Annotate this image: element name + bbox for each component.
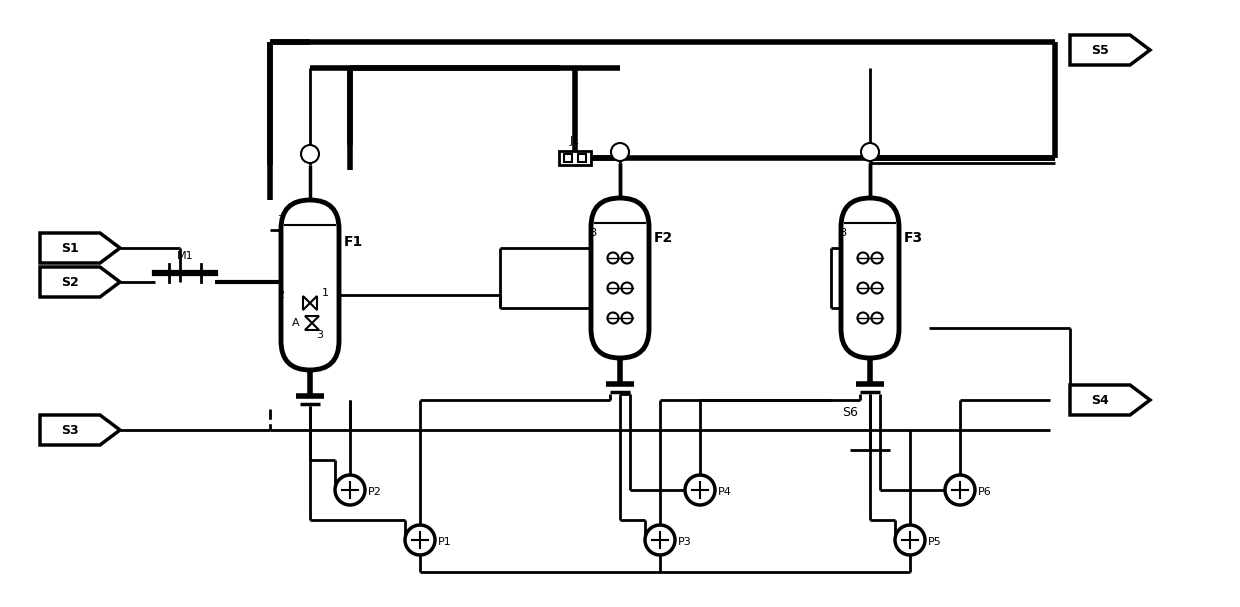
Circle shape [872, 313, 883, 324]
Circle shape [684, 475, 715, 505]
Circle shape [872, 253, 883, 263]
Text: 1: 1 [322, 288, 329, 298]
Text: P2: P2 [368, 487, 382, 497]
Circle shape [645, 525, 675, 555]
Bar [564, 154, 572, 162]
Text: 8: 8 [839, 228, 846, 238]
FancyBboxPatch shape [841, 198, 899, 358]
Circle shape [608, 313, 619, 324]
Text: M1: M1 [176, 251, 193, 261]
Text: 8: 8 [589, 228, 596, 238]
Text: F2: F2 [653, 231, 673, 245]
Circle shape [301, 145, 319, 163]
Polygon shape [40, 233, 120, 263]
Circle shape [608, 253, 619, 263]
Text: S4: S4 [1091, 393, 1109, 407]
Text: F1: F1 [343, 236, 363, 249]
Circle shape [858, 253, 868, 263]
Bar [559, 151, 591, 165]
Text: S6: S6 [842, 407, 858, 419]
Text: S3: S3 [61, 424, 79, 436]
Polygon shape [1070, 385, 1149, 415]
Circle shape [621, 313, 632, 324]
Circle shape [872, 282, 883, 294]
Text: P1: P1 [438, 537, 451, 547]
Circle shape [335, 475, 365, 505]
Polygon shape [305, 316, 319, 323]
Circle shape [858, 282, 868, 294]
Bar [578, 154, 587, 162]
Circle shape [611, 143, 629, 161]
Text: 7: 7 [277, 215, 284, 225]
Text: F3: F3 [904, 231, 923, 245]
Polygon shape [310, 296, 317, 310]
Polygon shape [1070, 35, 1149, 65]
Text: 2: 2 [277, 290, 284, 300]
Circle shape [621, 253, 632, 263]
Circle shape [945, 475, 975, 505]
Polygon shape [40, 267, 120, 297]
Circle shape [858, 313, 868, 324]
Text: P6: P6 [978, 487, 992, 497]
Circle shape [405, 525, 435, 555]
Text: P3: P3 [678, 537, 692, 547]
Text: P4: P4 [718, 487, 732, 497]
Text: A: A [293, 318, 300, 328]
FancyBboxPatch shape [281, 200, 339, 370]
Text: S2: S2 [61, 276, 79, 288]
Polygon shape [303, 296, 310, 310]
Text: J1: J1 [570, 136, 580, 146]
Polygon shape [40, 415, 120, 445]
Text: 3: 3 [316, 330, 324, 340]
Circle shape [608, 282, 619, 294]
Text: S1: S1 [61, 242, 79, 254]
Polygon shape [305, 323, 319, 330]
Circle shape [861, 143, 879, 161]
Circle shape [895, 525, 925, 555]
Text: P5: P5 [928, 537, 941, 547]
Text: S5: S5 [1091, 44, 1109, 56]
Circle shape [621, 282, 632, 294]
FancyBboxPatch shape [591, 198, 649, 358]
